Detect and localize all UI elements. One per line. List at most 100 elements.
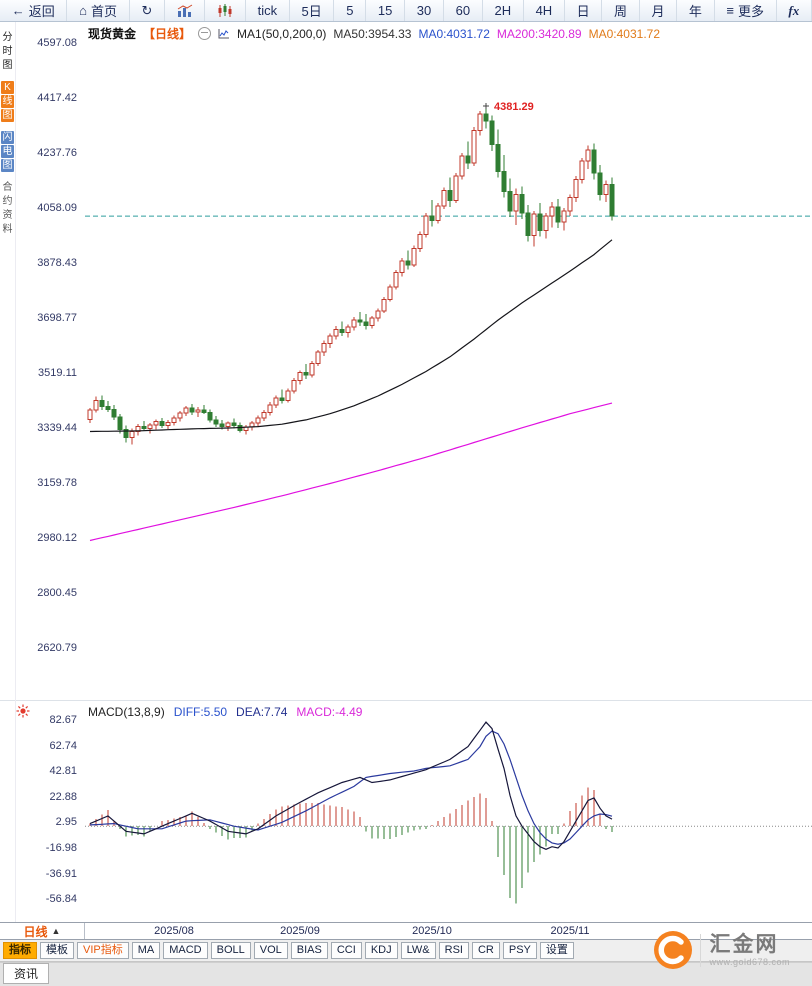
topbar-item-week[interactable]: 周 xyxy=(602,0,640,21)
topbar-item-m15[interactable]: 15 xyxy=(366,0,406,21)
topbar-item-m30[interactable]: 30 xyxy=(405,0,444,21)
period-badge: 【日线】 xyxy=(143,27,192,41)
price-tick-label: 3698.77 xyxy=(37,311,77,324)
indicator-tab-VIP指标[interactable]: VIP指标 xyxy=(77,942,129,959)
top-toolbar: ← 返回 ⌂ 首页 ↻ tick 5日 5 15 30 60 2H 4H 日周月年 ≡ 更多 fx xyxy=(0,0,812,22)
rail-item-分时图[interactable]: 分时图 xyxy=(2,32,13,71)
chevron-up-icon: ▲ xyxy=(51,926,61,936)
indicator-tab-RSI[interactable]: RSI xyxy=(438,942,469,959)
chart-candles-icon xyxy=(217,3,233,18)
macd-diff-value: DIFF:5.50 xyxy=(173,705,228,719)
rail-item-闪电图[interactable]: 闪电图 xyxy=(1,131,14,172)
menu-icon: ≡ xyxy=(726,3,734,18)
topbar-item-more[interactable]: ≡ 更多 xyxy=(715,0,777,21)
indicator-tab-VOL[interactable]: VOL xyxy=(253,942,288,959)
indicator-tab-KDJ[interactable]: KDJ xyxy=(364,942,398,959)
period-selector[interactable]: 日线 ▲ xyxy=(0,923,85,939)
topbar-item-refresh[interactable]: ↻ xyxy=(130,0,166,21)
indicator-tab-MACD[interactable]: MACD xyxy=(163,942,208,959)
topbar-item-h2[interactable]: 2H xyxy=(483,0,524,21)
x-axis-label: 2025/08 xyxy=(154,925,194,937)
back-arrow-icon: ← xyxy=(11,3,25,18)
macd-params: MACD(13,8,9) xyxy=(88,705,165,719)
ma50-value: MA50:3954.33 xyxy=(333,26,412,41)
topbar-item-tick[interactable]: tick xyxy=(246,0,290,21)
indicator-tab-LW&[interactable]: LW& xyxy=(400,942,436,959)
indicator-tab-指标[interactable]: 指标 xyxy=(3,942,37,959)
price-tick-label: 3519.11 xyxy=(38,366,77,379)
brand-logo-icon xyxy=(653,930,693,970)
macd-tick-label: 62.74 xyxy=(49,739,77,752)
panel-separator xyxy=(0,700,812,701)
topbar-item-m60[interactable]: 60 xyxy=(444,0,483,21)
x-axis-label: 2025/10 xyxy=(412,925,452,937)
news-tab[interactable]: 资讯 xyxy=(3,963,50,984)
topbar-item-chart-candles[interactable] xyxy=(205,0,246,21)
price-tick-label: 4237.76 xyxy=(37,146,77,159)
macd-settings-icon[interactable] xyxy=(16,704,30,723)
indicator-tab-BIAS[interactable]: BIAS xyxy=(290,942,328,959)
x-axis-label: 2025/09 xyxy=(280,925,320,937)
topbar-item-back[interactable]: ← 返回 xyxy=(0,0,68,21)
macd-tick-label: -16.98 xyxy=(45,842,77,854)
collapse-icon[interactable] xyxy=(198,27,212,40)
x-axis-row: 日线 ▲ 2025/08 2025/09 2025/10 2025/11 xyxy=(0,922,812,940)
macd-header: MACD(13,8,9) DIFF:5.50 DEA:7.74 MACD:-4.… xyxy=(88,705,362,719)
macd-tick-label: 2.95 xyxy=(55,816,77,829)
price-tick-label: 3339.44 xyxy=(37,422,77,434)
rail-item-合约资料[interactable]: 合约资料 xyxy=(2,182,13,235)
price-chart[interactable]: 4381.29 xyxy=(85,22,812,700)
indicator-tab-CCI[interactable]: CCI xyxy=(330,942,362,959)
price-tick-label: 3878.43 xyxy=(37,256,77,269)
indicator-tab-CR[interactable]: CR xyxy=(471,942,500,959)
price-tick-label: 2800.45 xyxy=(37,587,77,599)
macd-tick-label: 42.81 xyxy=(49,765,77,778)
ma0-value-orange: MA0:4031.72 xyxy=(588,26,660,41)
svg-text:4381.29: 4381.29 xyxy=(494,101,534,113)
symbol-name: 现货黄金 xyxy=(88,27,137,41)
refresh-icon: ↻ xyxy=(141,2,153,18)
ma200-value: MA200:3420.89 xyxy=(496,26,582,41)
period-selector-label: 日线 xyxy=(23,924,48,939)
topbar-item-month[interactable]: 月 xyxy=(640,0,678,21)
indicator-tab-BOLL[interactable]: BOLL xyxy=(210,942,251,959)
indicator-tabs-row: 指标 模板 VIP指标 MA MACD BOLL VOL BIAS CCI KDJ LW& RSI CR… xyxy=(0,940,812,962)
price-tick-label: 2620.79 xyxy=(37,642,77,654)
indicator-tab-MA[interactable]: MA xyxy=(131,942,161,959)
macd-dea-value: DEA:7.74 xyxy=(236,705,288,719)
price-chart-header: 现货黄金 【日线】 MA1(50,0,200,0) MA50:3954.33 M… xyxy=(88,25,660,42)
macd-tick-label: -36.91 xyxy=(45,867,77,880)
topbar-item-h4[interactable]: 4H xyxy=(524,0,565,21)
ma0-value-blue: MA0:4031.72 xyxy=(418,26,490,41)
macd-tick-label: 82.67 xyxy=(49,714,77,726)
indicator-tab-PSY[interactable]: PSY xyxy=(502,942,537,959)
macd-tick-label: 22.88 xyxy=(49,790,77,803)
brand-url: www.gold678.com xyxy=(709,956,790,967)
axis-gutter: 4597.08 4417.42 4237.76 4058.09 3878.43 3698.… xyxy=(15,0,81,985)
macd-chart[interactable] xyxy=(85,700,812,922)
indicator-tab-设置[interactable]: 设置 xyxy=(539,942,574,959)
price-tick-label: 3159.78 xyxy=(37,476,77,489)
topbar-item-home[interactable]: ⌂ 首页 xyxy=(67,0,130,21)
topbar-item-day[interactable]: 日 xyxy=(565,0,603,21)
topbar-item-year[interactable]: 年 xyxy=(677,0,715,21)
topbar-item-5d[interactable]: 5日 xyxy=(290,0,335,21)
brand-name: 汇金网 xyxy=(709,932,779,956)
topbar-item-m5[interactable]: 5 xyxy=(334,0,367,21)
price-tick-label: 4058.09 xyxy=(37,202,77,214)
topbar-item-chart-line[interactable] xyxy=(165,0,206,21)
macd-hist-value: MACD:-4.49 xyxy=(296,705,363,719)
price-tick-label: 2980.12 xyxy=(37,531,77,544)
ma-mini-chart-icon xyxy=(218,28,230,39)
macd-tick-label: -56.84 xyxy=(45,893,77,906)
brand-logo: 汇金网 www.gold678.com xyxy=(653,930,790,970)
indicator-tab-模板[interactable]: 模板 xyxy=(40,942,74,959)
chart-line-icon xyxy=(177,4,193,18)
home-icon: ⌂ xyxy=(79,3,87,18)
x-axis-label: 2025/11 xyxy=(550,925,590,937)
ma-settings-label: MA1(50,0,200,0) xyxy=(237,26,327,41)
price-tick-label: 4597.08 xyxy=(37,37,77,49)
topbar-item-fx[interactable]: fx xyxy=(777,0,812,21)
